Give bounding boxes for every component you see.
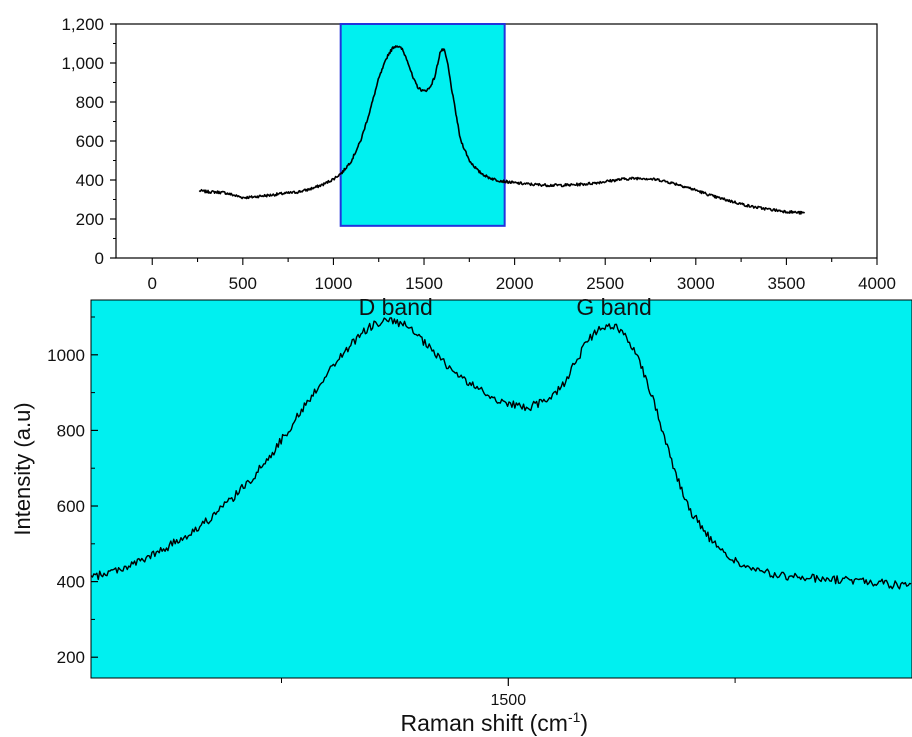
y-tick-label: 200	[57, 648, 85, 667]
x-tick-label: 3500	[767, 274, 805, 293]
y-tick-label: 600	[76, 132, 104, 151]
x-tick-label: 0	[148, 274, 157, 293]
x-tick-label: 1500	[405, 274, 443, 293]
y-tick-label: 200	[76, 210, 104, 229]
y-tick-label: 800	[57, 421, 85, 440]
y-tick-label: 600	[57, 497, 85, 516]
y-tick-label: 0	[95, 249, 104, 268]
x-axis-title-text: Raman shift (cm	[401, 710, 568, 736]
x-tick-label: 1500	[491, 692, 527, 709]
x-tick-label: 3000	[677, 274, 715, 293]
x-axis-title-close: )	[580, 710, 588, 736]
g-band-label: G band	[576, 294, 651, 320]
x-axis-title-superscript: -1	[568, 709, 581, 725]
x-tick-label: 2000	[496, 274, 534, 293]
spectrum-line-detail	[90, 317, 912, 590]
y-tick-label: 1,000	[61, 54, 104, 73]
detail-plot-area	[90, 299, 912, 679]
y-tick-label: 800	[76, 93, 104, 112]
d-band-label: D band	[359, 294, 433, 320]
y-tick-label: 1,200	[61, 15, 104, 34]
y-tick-label: 400	[76, 171, 104, 190]
zoom-region-highlight	[339, 23, 506, 227]
y-axis-title: Intensity (a.u)	[10, 402, 35, 535]
x-tick-label: 500	[229, 274, 257, 293]
x-tick-label: 1000	[315, 274, 353, 293]
x-axis-title: Raman shift (cm-1)	[401, 709, 589, 736]
y-tick-label: 400	[57, 573, 85, 592]
x-tick-label: 4000	[858, 274, 896, 293]
y-tick-label: 1000	[47, 346, 85, 365]
overview-panel: 0 200 400 600 800 1,000 1,200 0 500 1000 1500 2000 2…	[61, 15, 895, 293]
detail-panel: 200 400 600 800 1000 1500 D band G band Intensit…	[10, 294, 912, 736]
x-tick-label: 2500	[586, 274, 624, 293]
spectrum-line-overview	[198, 45, 806, 215]
